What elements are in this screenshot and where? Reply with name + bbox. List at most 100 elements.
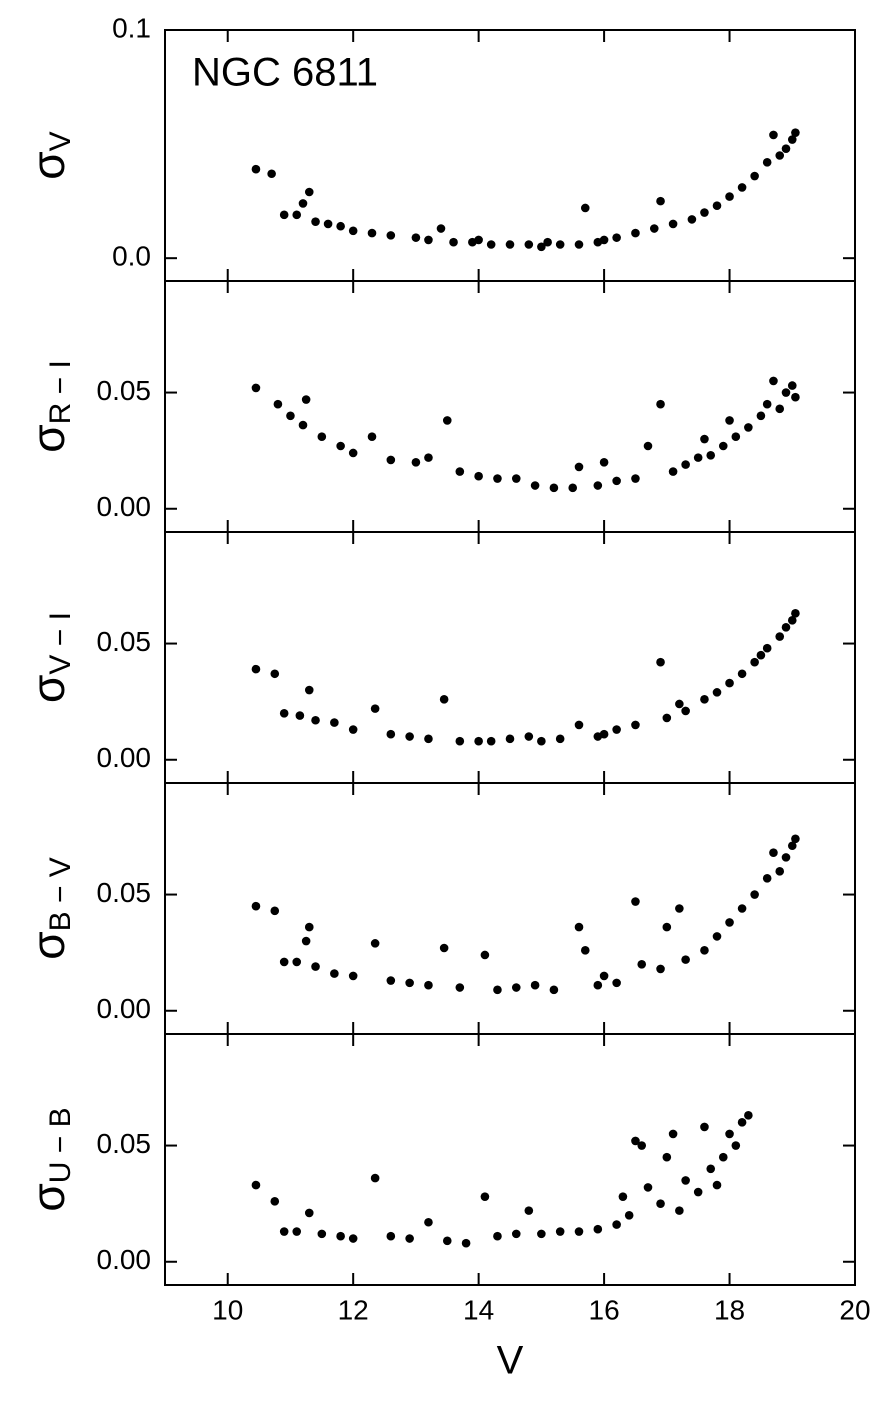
point (612, 476, 621, 486)
point (455, 736, 465, 746)
point (656, 399, 665, 409)
y-label-subscript: U − B (44, 1107, 77, 1183)
point (405, 732, 414, 741)
point (574, 1227, 584, 1236)
point (411, 457, 421, 467)
point (336, 441, 345, 451)
point (643, 1183, 653, 1192)
point (336, 1231, 345, 1241)
point (643, 441, 653, 451)
point (649, 224, 659, 233)
point (693, 453, 703, 462)
point (656, 964, 665, 974)
point (537, 1229, 546, 1239)
point (474, 235, 483, 245)
point (304, 1208, 314, 1218)
point (593, 1224, 603, 1234)
y-tick-label: 0.05 (97, 375, 152, 406)
point (781, 622, 791, 632)
point (537, 736, 546, 746)
point (744, 1111, 753, 1120)
point (787, 841, 797, 851)
point (304, 685, 314, 695)
point (549, 483, 559, 493)
point (637, 959, 647, 969)
point (311, 217, 320, 226)
point (304, 922, 314, 932)
point (367, 228, 377, 238)
point (317, 1229, 327, 1239)
point (744, 423, 753, 432)
point (279, 708, 289, 718)
x-tick-label: 20 (839, 1294, 870, 1325)
point (555, 734, 565, 744)
point (298, 199, 308, 208)
point (455, 467, 465, 476)
y-axis-label: σB − V (22, 857, 77, 960)
point (681, 1176, 690, 1185)
point (370, 1173, 380, 1183)
point (370, 939, 380, 948)
panel-frame (164, 1033, 856, 1286)
point (631, 1136, 640, 1146)
y-axis-label: σV (22, 131, 77, 179)
point (612, 1220, 621, 1229)
point (718, 1152, 728, 1162)
point (568, 483, 578, 493)
point (787, 616, 797, 625)
point (311, 715, 320, 725)
point (656, 1199, 665, 1208)
point (480, 1192, 490, 1201)
point (599, 729, 609, 739)
point (662, 1152, 672, 1162)
point (791, 392, 800, 402)
point (386, 231, 396, 240)
y-label-subscript: R − I (44, 360, 77, 424)
point (574, 462, 584, 472)
point (348, 725, 358, 734)
point (687, 215, 697, 224)
y-label-subscript: V (44, 131, 77, 151)
point (791, 128, 800, 137)
point (574, 240, 584, 249)
point (348, 1234, 358, 1243)
point (725, 1129, 734, 1139)
point (480, 950, 490, 960)
point (700, 1122, 709, 1132)
point (681, 955, 690, 964)
point (712, 688, 722, 697)
point (295, 711, 305, 720)
point (348, 226, 358, 236)
point (474, 736, 483, 746)
y-label-subscript: V − I (44, 612, 77, 675)
point (486, 240, 496, 249)
point (791, 834, 800, 844)
y-tick-label: 0.00 (97, 742, 152, 773)
point (750, 171, 759, 181)
point (511, 474, 521, 483)
point (543, 237, 552, 247)
point (656, 196, 665, 206)
point (637, 1141, 647, 1150)
y-tick-label: 0.00 (97, 1244, 152, 1275)
point (668, 1129, 678, 1139)
point (706, 1164, 716, 1174)
point (524, 1206, 534, 1215)
point (781, 388, 791, 397)
point (769, 848, 778, 858)
point (775, 632, 785, 641)
point (662, 922, 672, 932)
point (725, 918, 734, 927)
point (656, 657, 665, 667)
point (524, 240, 534, 249)
point (511, 983, 521, 992)
point (474, 471, 483, 481)
point (267, 169, 276, 179)
point (725, 678, 734, 688)
point (455, 983, 465, 992)
point (493, 1231, 502, 1241)
point (386, 1231, 396, 1241)
point (424, 235, 433, 245)
point (631, 228, 640, 238)
